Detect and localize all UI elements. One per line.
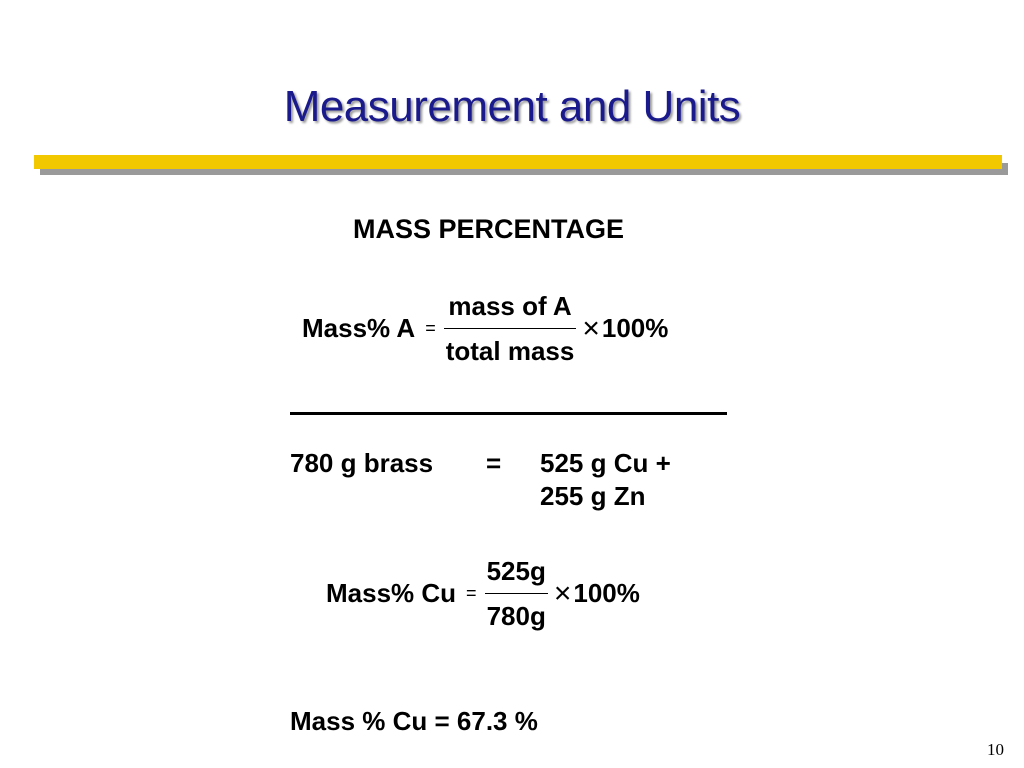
page-number: 10 <box>987 740 1004 759</box>
fraction-line <box>443 328 577 329</box>
zinc-mass: 255 g Zn <box>540 481 646 511</box>
example-equals: = <box>486 448 502 478</box>
calc-numerator: 525g <box>486 556 546 586</box>
brass-mass: 780 g brass <box>290 448 434 478</box>
slide-title: Measurement and Units <box>283 82 741 131</box>
section-heading: MASS PERCENTAGE <box>353 214 625 244</box>
formula-factor: 100% <box>601 313 669 343</box>
formula-numerator: mass of A <box>448 291 572 321</box>
formula-equals: = <box>425 318 436 338</box>
result-line: Mass % Cu = 67.3 % <box>290 706 538 736</box>
accent-bar <box>34 155 1002 169</box>
formula-denominator: total mass <box>445 336 575 366</box>
copper-calculation: Mass% Cu = 525g 780g × 100% <box>326 553 640 634</box>
copper-mass: 525 g Cu + <box>540 448 671 478</box>
calc-factor: 100% <box>573 578 640 608</box>
calc-equals: = <box>466 583 477 603</box>
formula-times: × <box>582 311 600 345</box>
calc-fraction-line <box>484 593 548 594</box>
mass-percent-formula: Mass% A = mass of A total mass × 100% <box>302 288 668 369</box>
formula-fraction: mass of A total mass <box>443 288 577 369</box>
divider-line <box>290 412 727 415</box>
calc-denominator: 780g <box>486 601 546 631</box>
formula-lhs: Mass% A <box>302 313 416 343</box>
calc-times: × <box>553 576 572 610</box>
calc-lhs: Mass% Cu <box>326 578 457 608</box>
calc-fraction: 525g 780g <box>484 553 548 634</box>
